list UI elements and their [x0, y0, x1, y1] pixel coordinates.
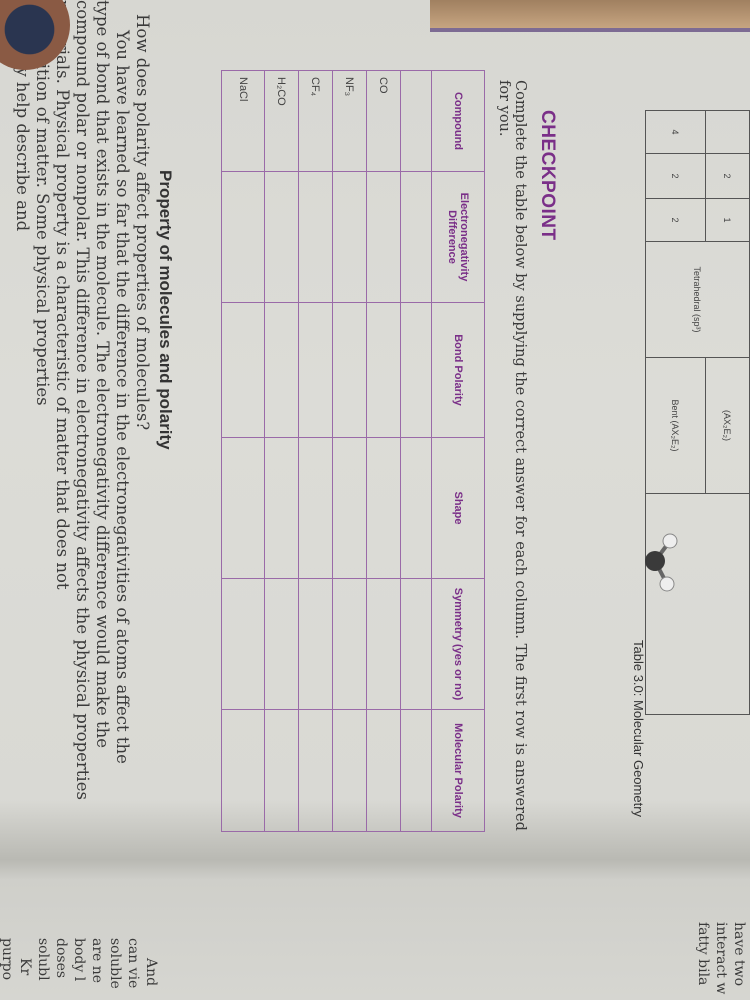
answer-cell[interactable]	[264, 302, 299, 438]
answer-cell[interactable]	[298, 302, 333, 438]
table-row: NF₃	[332, 70, 367, 832]
right-page-line: fatty bila	[695, 922, 711, 986]
header-bond-polarity: Bond Polarity	[431, 302, 485, 438]
right-page-line: And	[143, 958, 159, 987]
answer-cell[interactable]	[366, 302, 401, 438]
answer-cell[interactable]	[400, 578, 432, 710]
answer-cell[interactable]	[221, 171, 265, 303]
body-line: solubility help describe and	[13, 0, 32, 232]
answer-cell[interactable]	[400, 709, 432, 832]
compound-cell	[400, 70, 432, 172]
compound-cell: CF₄	[298, 70, 333, 172]
header-symmetry: Symmetry (yes or no)	[431, 578, 485, 710]
geometry-cell: 1	[705, 198, 750, 242]
right-page-line: have two	[731, 922, 747, 987]
header-row: Compound Electronegativity Difference Bo…	[431, 70, 485, 832]
answer-cell[interactable]	[366, 171, 401, 303]
table-row: H₂CO	[264, 70, 299, 832]
answer-cell[interactable]	[221, 302, 265, 438]
section-heading: Property of molecules and polarity	[156, 170, 175, 450]
compound-cell: NaCl	[221, 70, 265, 172]
geometry-cell	[705, 110, 750, 154]
right-page-line: can vie	[125, 938, 141, 989]
body-line: You have learned so far that the differe…	[113, 30, 132, 764]
body-line: compound polar or nonpolar. This differe…	[73, 0, 92, 800]
right-page-line: Kr	[17, 958, 33, 976]
answer-cell[interactable]	[366, 578, 401, 710]
answer-cell[interactable]	[366, 437, 401, 579]
answer-cell[interactable]	[400, 302, 432, 438]
body-line: materials. Physical property is a charac…	[53, 0, 72, 590]
desk-surface	[430, 0, 750, 30]
checkpoint-instructions: Complete the table below by supplying th…	[496, 80, 528, 831]
right-page-line: are ne	[89, 938, 105, 984]
header-molecular-polarity: Molecular Polarity	[431, 709, 485, 832]
geometry-cell: Tetrahedral (sp³)	[645, 241, 750, 358]
answer-cell[interactable]	[298, 171, 333, 303]
table-caption: Table 3.0: Molecular Geometry	[631, 640, 646, 818]
right-page-line: body l	[71, 938, 87, 982]
header-compound: Compound	[431, 70, 485, 172]
molecule-model-cell	[645, 493, 750, 715]
table-row: NaCl	[221, 70, 265, 832]
geometry-cell: 2	[705, 153, 750, 199]
geometry-cell: (AX₂E₂)	[705, 357, 750, 494]
header-electronegativity: Electronegativity Difference	[431, 171, 485, 303]
answer-cell[interactable]	[298, 578, 333, 710]
right-page-line: solubl	[35, 938, 51, 981]
body-line: composition of matter. Some physical pro…	[33, 0, 52, 406]
bent-molecule-model-icon	[645, 533, 678, 592]
geometry-row: 2 1 Tetrahedral (sp³) (AX₂E₂)	[645, 110, 750, 715]
answer-cell[interactable]	[264, 171, 299, 303]
checkpoint-table: Compound Electronegativity Difference Bo…	[221, 70, 485, 832]
right-page-line: purpo	[0, 938, 15, 981]
table-row: CF₄	[298, 70, 333, 832]
checkpoint-title: CHECKPOINT	[537, 110, 558, 241]
answer-cell[interactable]	[332, 171, 367, 303]
answer-cell[interactable]	[332, 302, 367, 438]
right-page-top-text: have two interact w fatty bila	[694, 922, 748, 994]
geometry-cell: 4	[645, 110, 706, 154]
answer-cell[interactable]	[332, 578, 367, 710]
answer-cell[interactable]	[366, 709, 401, 832]
answer-cell[interactable]	[264, 578, 299, 710]
table-row: CO	[366, 70, 401, 832]
compound-cell: H₂CO	[264, 70, 299, 172]
molecular-geometry-table: 2 1 Tetrahedral (sp³) (AX₂E₂) 4 2 2 Bent…	[645, 110, 750, 715]
right-page-bottom-text: And can vie soluble are ne body l doses …	[0, 938, 160, 989]
answer-cell[interactable]	[221, 437, 265, 579]
answer-cell[interactable]	[221, 578, 265, 710]
answer-cell[interactable]	[298, 437, 333, 579]
book-edge	[430, 28, 750, 32]
right-page-line: interact w	[713, 922, 729, 995]
compound-cell: NF₃	[332, 70, 367, 172]
answer-cell[interactable]	[221, 709, 265, 832]
geometry-cell: Bent (AX₂E₂)	[645, 357, 706, 494]
answer-cell[interactable]	[400, 437, 432, 579]
right-page-line: soluble	[107, 938, 123, 989]
header-shape: Shape	[431, 437, 485, 579]
answer-cell[interactable]	[298, 709, 333, 832]
section-body: How does polarity affect properties of m…	[12, 0, 152, 855]
compound-cell: CO	[366, 70, 401, 172]
answer-cell[interactable]	[264, 709, 299, 832]
answer-cell[interactable]	[332, 709, 367, 832]
answer-cell[interactable]	[264, 437, 299, 579]
geometry-cell: 2	[645, 198, 706, 242]
section-question: How does polarity affect properties of m…	[133, 14, 152, 431]
right-page-line: doses	[53, 938, 69, 979]
body-line: type of bond that exists in the molecule…	[93, 0, 112, 749]
answer-cell[interactable]	[332, 437, 367, 579]
answer-cell[interactable]	[400, 171, 432, 303]
geometry-cell: 2	[645, 153, 706, 199]
table-row	[400, 70, 432, 832]
